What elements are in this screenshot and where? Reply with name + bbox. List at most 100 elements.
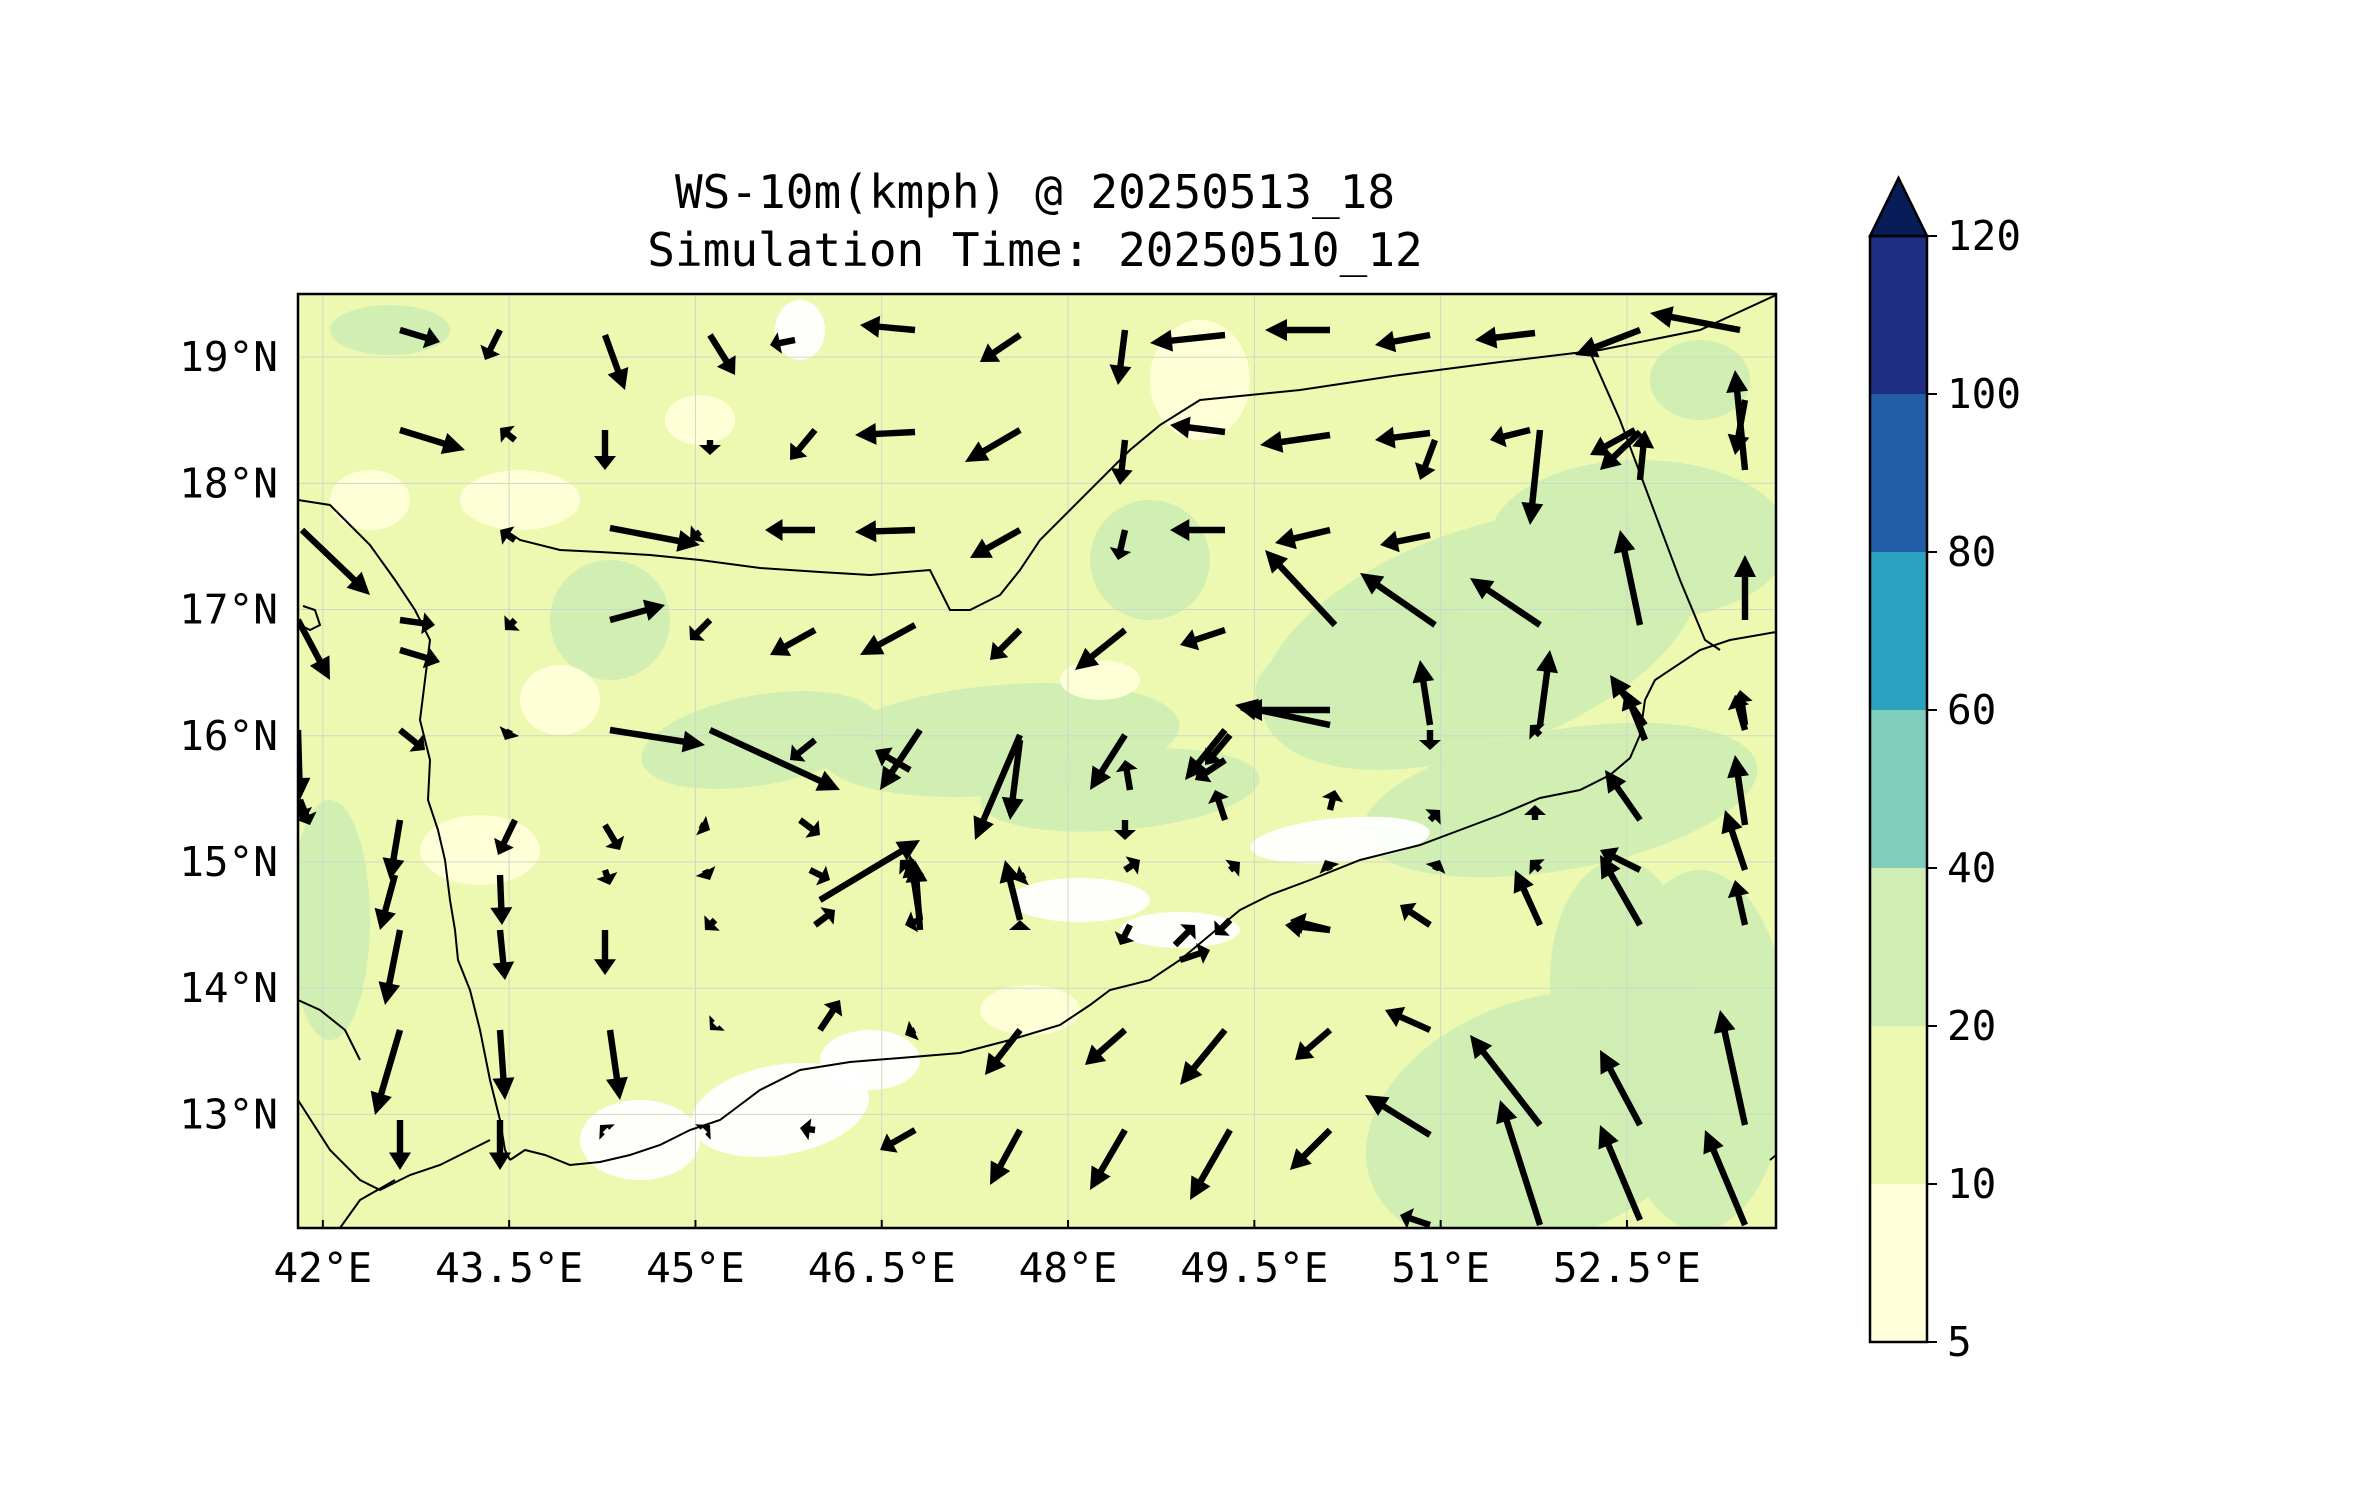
longitude-tick-label: 48°E [1019,1244,1118,1292]
wind-arrow [790,428,818,460]
wind-speed-patch [691,1063,869,1157]
wind-arrow [1425,860,1446,874]
map-frame [296,292,1778,1230]
wind-arrow [990,627,1023,660]
wind-arrow [973,733,1023,840]
wind-arrow [599,1124,615,1140]
wind-arrow [1529,859,1545,875]
wind-arrow [1109,529,1132,560]
wind-arrow [399,426,465,454]
wind-speed-patch [775,300,825,360]
wind-arrow [880,728,923,790]
wind-arrow [790,737,817,762]
map-panel [298,294,1776,1228]
wind-arrow [704,915,720,931]
wind-arrow [813,907,835,928]
wind-arrow [389,1120,411,1170]
wind-speed-patch [580,1100,700,1180]
wind-arrow [1365,1095,1432,1138]
wind-arrow [500,425,517,443]
wind-arrow [1412,660,1435,726]
wind-arrow [489,1120,511,1170]
latitude-tick-label: 18°N [179,459,278,507]
colorbar-tick-label: 5 [1947,1318,1972,1366]
coastline [504,294,1776,611]
wind-arrow [708,727,840,791]
colorbar-segment [1870,1026,1927,1184]
longitude-tick-label: 46.5°E [808,1244,956,1292]
wind-arrow [1180,1028,1228,1085]
wind-arrow [609,726,705,753]
colorbar-tick-label: 10 [1947,1160,1996,1208]
wind-arrow [492,929,515,980]
wind-speed-patch [641,691,879,789]
map-title-line-2: Simulation Time: 20250510_12 [647,223,1422,277]
colorbar-segment [1870,868,1927,1026]
wind-arrow [860,315,916,338]
wind-arrow [1496,1100,1543,1226]
wind-arrow [399,646,440,669]
wind-arrow [1290,1127,1333,1170]
wind-arrow [875,747,912,773]
wind-arrow [1090,1128,1128,1190]
wind-vectors [298,306,1756,1228]
wind-arrow [1240,699,1330,721]
wind-speed-patch [1150,320,1250,440]
wind-speed-patch [1060,660,1140,700]
wind-arrow [1375,330,1431,353]
colorbar-tick-label: 80 [1947,528,1996,576]
wind-arrow [990,1128,1023,1185]
wind-arrow [1319,860,1340,874]
wind-arrow [1001,739,1024,820]
wind-arrow [770,627,817,656]
wind-arrow [1109,329,1132,385]
wind-speed-patch [1255,603,1465,717]
longitude-tick-label: 49.5°E [1180,1244,1328,1292]
wind-arrow [798,817,820,838]
wind-arrow [808,865,830,886]
wind-arrow [1265,550,1338,628]
wind-arrow [1400,902,1432,928]
wind-arrow [1490,425,1531,448]
wind-arrow [596,869,618,885]
coastline [298,1099,491,1192]
latitude-tick-label: 14°N [179,964,278,1012]
latitude-tick-label: 13°N [179,1090,278,1138]
colorbar-frame [1868,234,1929,1344]
wind-arrow [1598,1125,1643,1222]
wind-arrow [1385,1006,1432,1033]
wind-arrow [1721,810,1748,871]
wind-arrow [298,618,330,680]
wind-arrow [818,840,920,903]
wind-arrow [1613,530,1644,626]
wind-arrow [1205,733,1233,765]
coastline [509,631,1776,1167]
wind-arrow [499,726,520,740]
wind-arrow [1170,416,1226,439]
wind-arrow [602,823,625,850]
wind-arrow [490,874,513,925]
latitude-tick-label: 16°N [179,712,278,760]
colorbar-segment [1870,394,1927,552]
wind-arrow [1225,859,1240,877]
wind-arrow [1170,519,1225,541]
wind-arrow [1713,1010,1749,1126]
wind-arrow [1536,650,1558,726]
wind-arrow [965,427,1022,462]
map-title-line-1: WS-10m(kmph) @ 20250513_18 [675,165,1395,219]
coastlines-and-borders [298,294,1776,1228]
wind-arrow [1600,1050,1643,1127]
colorbar-tick-label: 40 [1947,844,1996,892]
wind-arrow [1475,326,1536,349]
wind-arrow [800,1118,816,1141]
wind-arrow [1235,698,1331,729]
latitude-tick-label: 15°N [179,838,278,886]
wind-arrow [855,520,916,543]
wind-arrow [594,430,616,470]
wind-arrow [1726,370,1749,471]
wind-arrow [765,519,815,541]
wind-arrow [1470,578,1542,628]
wind-arrow [1172,924,1196,948]
wind-arrow [709,1015,725,1031]
longitude-tick-label: 51°E [1391,1244,1490,1292]
